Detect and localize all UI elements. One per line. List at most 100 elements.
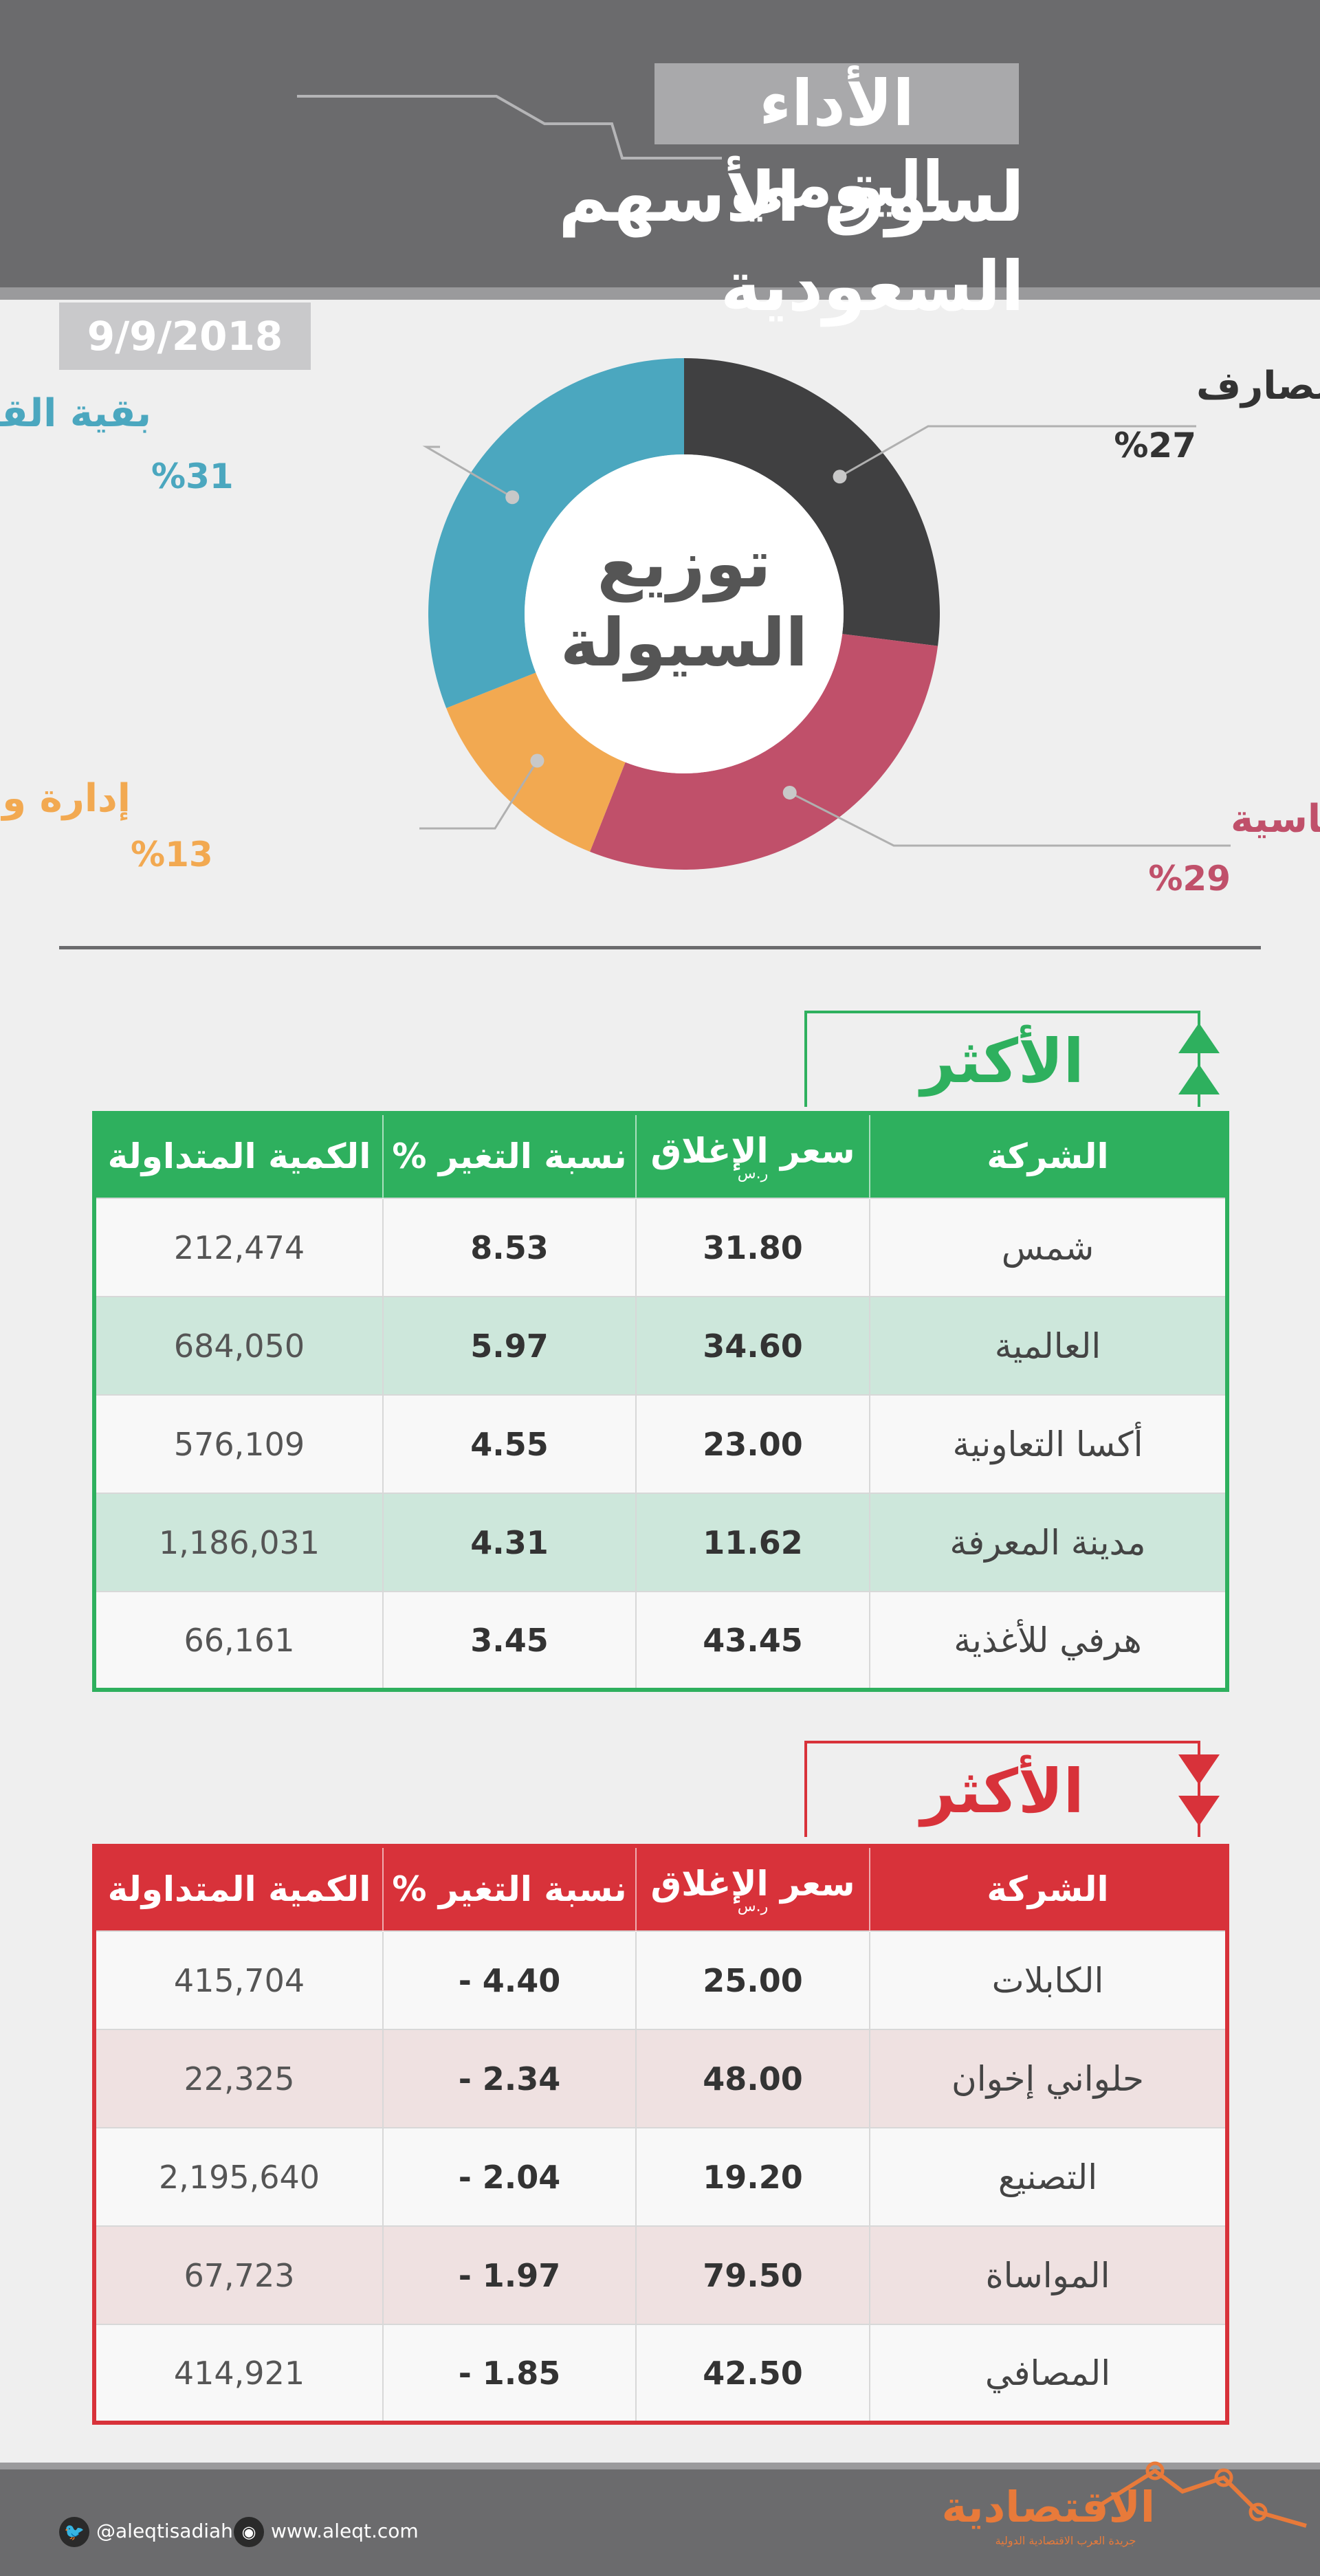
slice-value: %29 [1148,859,1231,899]
leader-dot [505,490,520,505]
subtitle-box [654,63,1019,144]
volume-cell: 2,195,640 [94,2127,384,2227]
slice-value: %13 [131,835,213,874]
table-row: التصنيع 19.20 2.04 - 2,195,640 [94,2127,1228,2227]
volume-cell: 212,474 [94,1198,384,1297]
globe-icon: ◉ [234,2517,264,2547]
close-cell: 79.50 [635,2225,870,2325]
table-row: المواساة 79.50 1.97 - 67,723 [94,2225,1228,2325]
change-cell: 2.34 - [382,2029,637,2128]
col-company: الشركة [869,1846,1227,1931]
losers-header-row: الشركة سعر الإغلاق ر.س نسبة التغير % الكم… [94,1846,1227,1931]
website-link[interactable]: ◉ www.aleqt.com [234,2516,419,2547]
change-cell: 4.40 - [382,1930,637,2030]
col-change: نسبة التغير % [382,1846,636,1931]
leader-line [419,760,538,830]
close-cell: 48.00 [635,2029,870,2128]
donut-slice [428,358,684,708]
website-text: www.aleqt.com [271,2520,419,2542]
col-close-unit: ر.س [737,1898,769,1915]
company-cell: الكابلات [869,1930,1228,2030]
close-cell: 23.00 [635,1394,870,1494]
slice-value: %31 [151,456,234,496]
table-row: شمس 31.80 8.53 212,474 [94,1198,1228,1297]
table-row: العالمية 34.60 5.97 684,050 [94,1296,1228,1396]
up-arrows-icon [1178,1023,1220,1094]
change-cell: 3.45 [382,1591,637,1691]
table-row: مدينة المعرفة 11.62 4.31 1,186,031 [94,1493,1228,1592]
change-cell: 4.55 [382,1394,637,1494]
header-decor-lines [297,95,722,159]
twitter-text: @aleqtisadiah [96,2520,233,2542]
gainers-table: الشركة سعر الإغلاق ر.س نسبة التغير % الكم… [92,1111,1229,1692]
volume-cell: 684,050 [94,1296,384,1396]
company-cell: أكسا التعاونية [869,1394,1228,1494]
company-cell: شمس [869,1198,1228,1297]
leader-line [422,445,513,498]
company-cell: التصنيع [869,2127,1228,2227]
company-cell: هرفي للأغذية [869,1591,1228,1691]
footer-strip [0,2463,1320,2469]
close-cell: 19.20 [635,2127,870,2227]
change-cell: 2.04 - [382,2127,637,2227]
volume-cell: 1,186,031 [94,1493,384,1592]
change-cell: 1.97 - [382,2225,637,2325]
donut-center-title: السيولة [560,604,808,682]
header-subtitle: الأداء اليومي [729,67,944,221]
col-company: الشركة [869,1113,1227,1198]
change-cell: 1.85 - [382,2324,637,2423]
col-close-label: سعر الإغلاق [650,1864,855,1904]
table-row: هرفي للأغذية 43.45 3.45 66,161 [94,1591,1228,1691]
aleqtisadiah-logo: الاقتصادية [941,2482,1155,2532]
close-cell: 34.60 [635,1296,870,1396]
company-cell: المواساة [869,2225,1228,2325]
close-cell: 11.62 [635,1493,870,1592]
volume-cell: 67,723 [94,2225,384,2325]
slice-label: المواد الأساسية [1231,795,1320,841]
company-cell: حلواني إخوان [869,2029,1228,2128]
company-cell: العالمية [869,1296,1228,1396]
losers-title: الأكثر انخفاضا [804,1741,1200,1923]
change-cell: 4.31 [382,1493,637,1592]
gainers-title: الأكثر ارتفاعا [804,1011,1200,1193]
donut-hole [525,454,844,773]
leader-line [789,791,1231,847]
header-title: لسوق الأسهم السعودية [558,157,1024,327]
change-cell: 5.97 [382,1296,637,1396]
donut-slice [684,358,940,646]
table-row: المصافي 42.50 1.85 - 414,921 [94,2324,1228,2423]
section-divider [59,946,1261,949]
twitter-handle[interactable]: 🐦 @aleqtisadiah [59,2516,233,2547]
leader-dot [530,753,544,768]
col-change: نسبة التغير % [382,1113,636,1198]
table-row: أكسا التعاونية 23.00 4.55 576,109 [94,1394,1228,1494]
losers-table: الشركة سعر الإغلاق ر.س نسبة التغير % الكم… [92,1844,1229,2425]
footer-bar [0,2469,1320,2576]
close-cell: 43.45 [635,1591,870,1691]
header-strip [0,287,1320,300]
col-close: سعر الإغلاق ر.س [635,1113,870,1198]
donut-slice [590,634,938,870]
leader-dot [833,470,847,484]
close-cell: 42.50 [635,2324,870,2423]
table-row: حلواني إخوان 48.00 2.34 - 22,325 [94,2029,1228,2128]
col-close-unit: ر.س [737,1165,769,1182]
slice-label: إدارة وتطوير العقارات [0,776,131,821]
date-badge: 9/9/2018 [59,302,311,370]
company-cell: المصافي [869,2324,1228,2423]
volume-cell: 66,161 [94,1591,384,1691]
logo-trend-line [1100,2461,1307,2528]
slice-label: بقية القطاعات [0,391,151,436]
logo-tagline: جريدة العرب الاقتصادية الدولية [995,2534,1136,2547]
change-cell: 8.53 [382,1198,637,1297]
gainers-header-row: الشركة سعر الإغلاق ر.س نسبة التغير % الكم… [94,1113,1227,1198]
volume-cell: 22,325 [94,2029,384,2128]
leader-line [839,425,1196,478]
volume-cell: 415,704 [94,1930,384,2030]
donut-center-title: توزيع [597,525,771,603]
col-volume: الكمية المتداولة [94,1846,383,1931]
col-close-label: سعر الإغلاق [650,1131,855,1171]
slice-value: %27 [1114,426,1196,465]
company-cell: مدينة المعرفة [869,1493,1228,1592]
